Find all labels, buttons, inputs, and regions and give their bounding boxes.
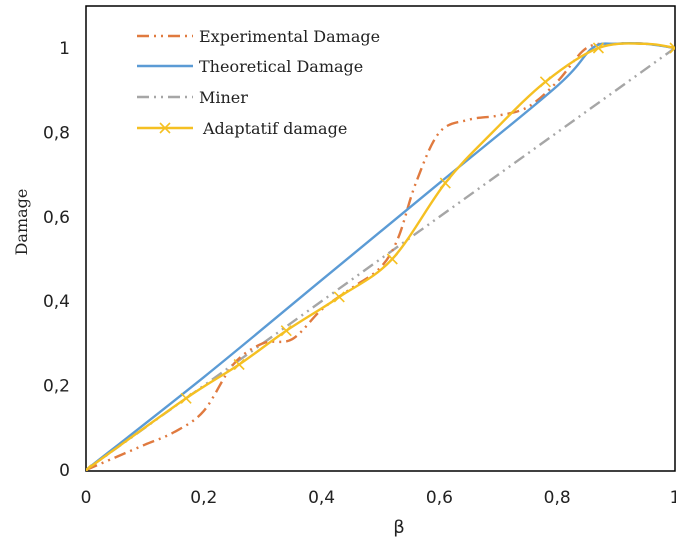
series-4-marker <box>180 392 192 404</box>
series-4-marker <box>86 464 92 471</box>
x-tick-label: 1 <box>670 488 676 508</box>
plot-area-frame <box>85 5 676 472</box>
legend-label-2: Theoretical Damage <box>199 57 363 76</box>
series-4-marker <box>669 42 675 54</box>
x-tick-label: 0,6 <box>426 488 453 508</box>
series-4-marker <box>592 42 604 54</box>
series-4-marker <box>233 358 245 371</box>
y-tick-label: 0 <box>59 461 70 481</box>
series-4-marker <box>280 325 292 337</box>
x-tick-label: 0,8 <box>544 488 571 508</box>
y-tick-label: 0,4 <box>43 292 70 312</box>
tick-labels: 0 0,2 0,4 0,6 0,8 1 0 0,2 0,4 0,6 0,8 1 <box>43 39 676 508</box>
x-tick-label: 0,4 <box>308 488 335 508</box>
series-4-marker <box>386 253 398 265</box>
series-4-marker <box>439 177 451 189</box>
legend-label-3: Miner <box>199 88 248 107</box>
legend-label-4: Adaptatif damage <box>202 119 347 138</box>
y-tick-label: 0,6 <box>43 208 70 228</box>
y-tick-label: 0,8 <box>43 123 70 143</box>
series-4-marker <box>333 291 345 303</box>
x-axis-title: β <box>393 517 405 538</box>
legend-marker-icon <box>159 122 171 134</box>
series-line-4 <box>86 42 675 471</box>
y-tick-label: 1 <box>59 39 70 59</box>
y-tick-label: 0,2 <box>43 377 70 397</box>
series-layer <box>86 42 675 471</box>
legend-label-1: Experimental Damage <box>199 27 380 46</box>
series-4-marker <box>539 76 551 88</box>
x-tick-label: 0 <box>81 488 92 508</box>
x-tick-label: 0,2 <box>190 488 217 508</box>
y-axis-title: Damage <box>12 189 31 256</box>
legend: Experimental Damage Theoretical Damage Min… <box>137 27 380 138</box>
